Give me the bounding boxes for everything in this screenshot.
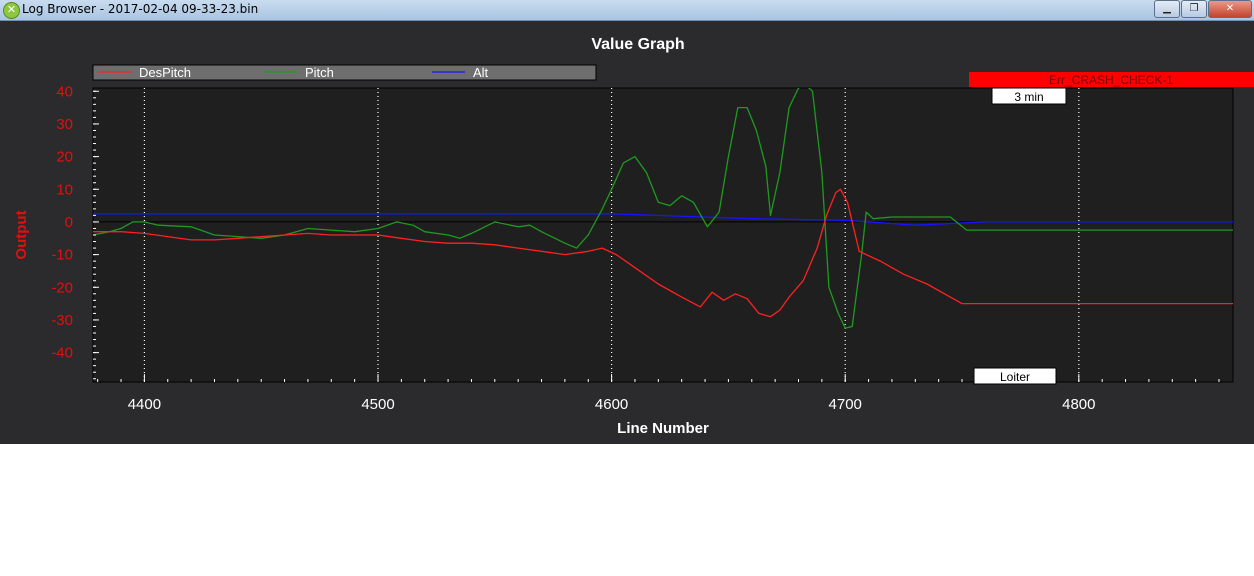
series-line-despitch bbox=[93, 188, 1233, 318]
y-tick-label: 10 bbox=[56, 181, 73, 198]
y-tick-label: -20 bbox=[51, 279, 73, 296]
y-tick-label: 30 bbox=[56, 116, 73, 133]
error-banner bbox=[969, 72, 1254, 87]
series-line-alt bbox=[93, 213, 1233, 226]
axes: 4400 4500 4600 4700 4800 40 30 20 10 0 -10 -20 -30 -4… bbox=[51, 83, 1220, 413]
y-tick-label: -40 bbox=[51, 345, 73, 362]
app-icon: ✕ bbox=[3, 2, 20, 19]
x-tick-label: 4400 bbox=[128, 396, 161, 413]
close-icon[interactable]: ✕ bbox=[1208, 0, 1252, 18]
plot-area bbox=[92, 87, 1234, 383]
grid bbox=[93, 88, 1233, 382]
legend-box bbox=[92, 64, 597, 81]
graph-panel: Value Graph DesPitch Pitch Alt 4400 4500 460… bbox=[0, 21, 1254, 444]
window-title-bar[interactable]: ✕ Log Browser - 2017-02-04 09-33-23.bin … bbox=[0, 0, 1254, 21]
legend-label-pitch: Pitch bbox=[305, 65, 334, 80]
mode-label: Loiter bbox=[1000, 370, 1030, 384]
legend: DesPitch Pitch Alt bbox=[98, 65, 489, 80]
x-tick-label: 4500 bbox=[361, 396, 394, 413]
value-graph[interactable]: Value Graph DesPitch Pitch Alt 4400 4500 460… bbox=[0, 21, 1254, 444]
y-axis-label: Output bbox=[13, 210, 30, 259]
y-tick-label: -30 bbox=[51, 312, 73, 329]
marker-label: 3 min bbox=[1014, 90, 1043, 104]
y-tick-label: 40 bbox=[56, 83, 73, 100]
series-line-pitch bbox=[93, 88, 1233, 329]
legend-label-despitch: DesPitch bbox=[139, 65, 191, 80]
series-group bbox=[93, 88, 1233, 329]
y-tick-label: 0 bbox=[65, 214, 73, 231]
restore-icon[interactable]: ❐ bbox=[1181, 0, 1207, 18]
window-controls: ▁ ❐ ✕ bbox=[1153, 0, 1252, 18]
marker-label-box bbox=[991, 87, 1067, 105]
chart-title: Value Graph bbox=[591, 36, 684, 53]
window-title: Log Browser - 2017-02-04 09-33-23.bin bbox=[22, 2, 259, 16]
legend-label-alt: Alt bbox=[473, 65, 489, 80]
x-axis-label: Line Number bbox=[617, 420, 709, 437]
minimize-icon[interactable]: ▁ bbox=[1154, 0, 1180, 18]
y-tick-label: 20 bbox=[56, 149, 73, 166]
x-tick-label: 4600 bbox=[595, 396, 628, 413]
x-tick-label: 4800 bbox=[1062, 396, 1095, 413]
mode-label-box bbox=[973, 367, 1057, 385]
x-tick-label: 4700 bbox=[829, 396, 862, 413]
y-tick-label: -10 bbox=[51, 247, 73, 264]
error-banner-label: Err_CRASH_CHECK-1 bbox=[1049, 73, 1173, 87]
